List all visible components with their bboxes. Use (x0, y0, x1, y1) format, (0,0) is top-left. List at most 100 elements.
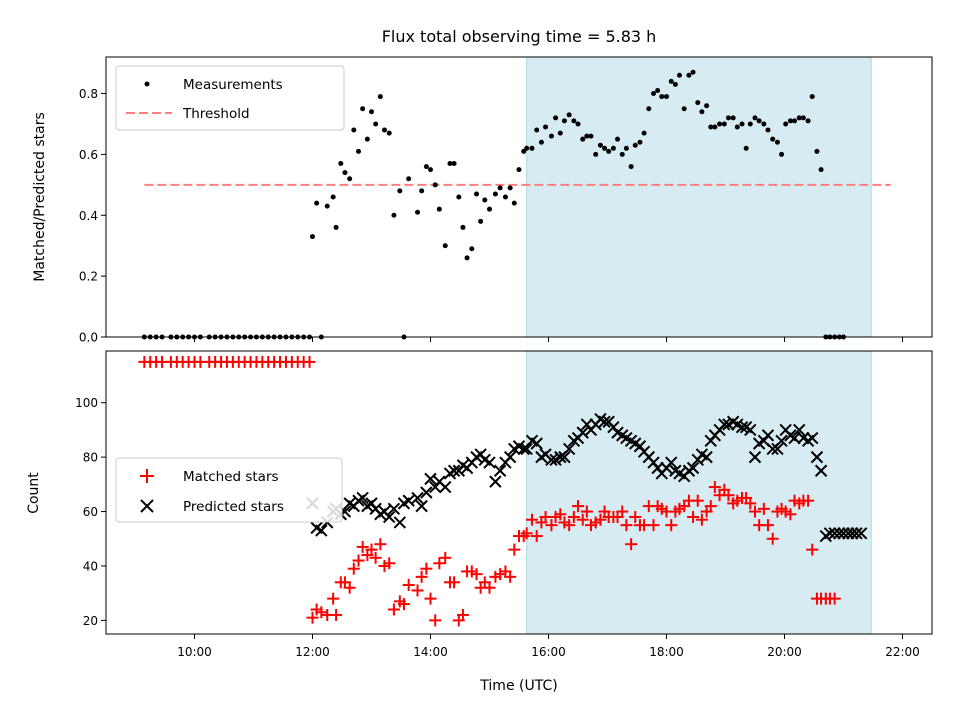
top-legend-box (115, 65, 345, 131)
matched-star-marker (576, 513, 589, 526)
matched-star-marker (374, 538, 387, 551)
measurement-point (442, 243, 448, 249)
x-tick-label: 14:00 (413, 645, 448, 659)
measurement-point (432, 182, 438, 188)
measurement-point (377, 94, 383, 100)
measurement-point (721, 121, 727, 127)
measurement-point (364, 136, 370, 142)
measurement-point (800, 115, 806, 121)
measurement-point (681, 106, 687, 112)
matched-star-marker (517, 530, 530, 543)
matched-star-marker (744, 497, 757, 510)
measurement-point (739, 121, 745, 127)
matched-star-marker (520, 527, 533, 540)
measurement-point (447, 161, 453, 167)
legend-matched-label: Matched stars (183, 469, 279, 485)
predicted-star-marker (810, 450, 824, 464)
matched-star-marker (429, 614, 442, 627)
x-tick-label: 18:00 (649, 645, 684, 659)
measurement-point (628, 164, 634, 170)
predicted-star-marker (761, 429, 775, 442)
matched-star-marker (761, 519, 774, 532)
predicted-star-marker (356, 491, 369, 505)
matched-star-marker (567, 510, 580, 523)
chart-title: Flux total observing time = 5.83 h (382, 27, 657, 46)
measurement-point (553, 115, 559, 121)
measurement-point (597, 142, 603, 148)
bottom-x-ticks: 10:00 12:00 14:00 16:00 18:00 20:00 22:00 (177, 634, 920, 659)
matched-star-marker (303, 355, 316, 368)
bottom-y-axis-label: Count (26, 472, 42, 514)
matched-star-marker (494, 568, 507, 581)
measurement-point (314, 200, 320, 206)
matched-star-marker (415, 570, 428, 583)
predicted-star-marker (545, 453, 558, 467)
matched-star-marker (483, 581, 496, 594)
measurement-point (712, 124, 718, 130)
measurement-point (423, 164, 429, 170)
measurement-point (805, 118, 811, 124)
matched-star-marker (383, 557, 396, 570)
measurement-point (456, 194, 462, 200)
measurement-point (566, 112, 572, 118)
predicted-star-marker (854, 527, 868, 540)
predicted-star-marker (393, 516, 407, 529)
measurement-point (602, 145, 608, 151)
matched-star-marker (397, 598, 410, 611)
measurement-point (338, 161, 344, 167)
x-tick-label: 20:00 (767, 645, 802, 659)
predicted-star-points (306, 412, 868, 543)
measurement-point (637, 139, 643, 145)
matched-star-marker (402, 579, 415, 592)
matched-star-marker (433, 557, 446, 570)
y-tick-label: 20 (83, 614, 98, 628)
predicted-star-marker (520, 442, 533, 456)
measurement-point (391, 212, 397, 218)
predicted-star-marker (411, 491, 424, 505)
matched-star-marker (647, 519, 660, 532)
legend-measurements-marker (144, 81, 150, 87)
y-tick-label: 80 (83, 451, 98, 465)
measurement-point (419, 188, 425, 194)
measurement-point (516, 167, 522, 173)
bottom-highlight-span (526, 350, 872, 635)
measurement-point (632, 142, 638, 148)
measurement-point (460, 224, 466, 230)
matched-star-marker (456, 608, 469, 621)
measurement-point (708, 124, 714, 130)
measurement-point (588, 133, 594, 139)
y-tick-label: 100 (75, 396, 98, 410)
top-legend: Measurements Threshold (115, 65, 345, 131)
measurement-point (779, 151, 785, 157)
matched-star-marker (315, 606, 328, 619)
predicted-star-marker (424, 472, 437, 486)
predicted-star-marker (814, 464, 828, 477)
matched-star-marker (448, 576, 461, 589)
measurement-point (676, 72, 682, 78)
matched-star-marker (504, 570, 517, 583)
predicted-star-marker (806, 431, 819, 445)
bottom-legend-box (115, 457, 343, 523)
measurement-point (347, 176, 353, 182)
matched-star-marker (439, 551, 452, 564)
measurement-point (436, 206, 442, 212)
bottom-panel: 20 40 60 80 100 10:00 12:00 14:00 16:00 18:00 20:… (26, 350, 933, 694)
measurement-point (695, 100, 701, 106)
measurement-point (330, 194, 336, 200)
top-x-ticks (194, 337, 903, 342)
measurement-point (310, 234, 315, 240)
legend-measurements-label: Measurements (183, 77, 283, 93)
predicted-star-marker (420, 486, 433, 499)
measurement-point (774, 139, 780, 145)
measurement-point (796, 115, 802, 121)
predicted-star-marker (402, 494, 415, 507)
legend-threshold-label: Threshold (182, 106, 250, 122)
measurement-point (615, 136, 621, 142)
matched-star-marker (687, 510, 700, 523)
predicted-star-marker (483, 456, 496, 469)
measurement-point (646, 106, 652, 112)
measurement-point (492, 191, 498, 197)
legend-matched-marker (140, 469, 154, 483)
matched-star-marker (563, 519, 576, 532)
top-highlight-span (526, 56, 872, 338)
